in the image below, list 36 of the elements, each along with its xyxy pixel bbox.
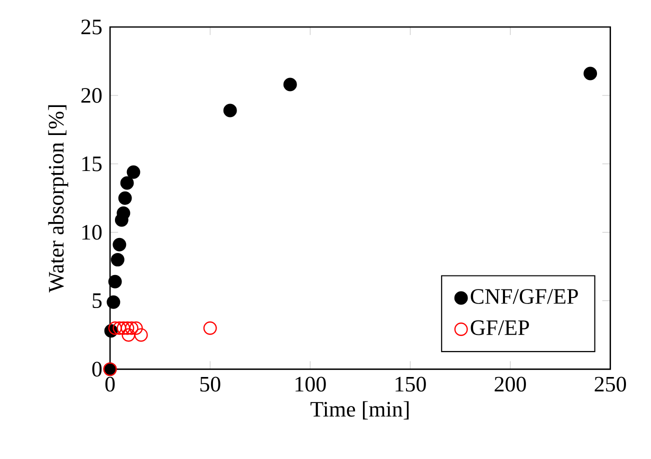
x-tick-label: 200 [494, 376, 526, 392]
y-tick-label: 0 [92, 362, 102, 377]
point [120, 321, 134, 335]
point [126, 165, 140, 179]
y-tick-label: 5 [92, 293, 102, 308]
y-tick-label: 10 [82, 224, 102, 240]
point [120, 176, 134, 190]
x-tick-label: 50 [200, 376, 220, 392]
y-axis-title: Water absorption [%] [48, 105, 68, 293]
point [283, 78, 297, 92]
y-tick-label: 15 [82, 156, 102, 172]
point [112, 238, 126, 252]
point [118, 191, 132, 205]
point [108, 321, 122, 335]
point [116, 206, 130, 220]
point [122, 328, 136, 342]
point [129, 321, 143, 335]
point [124, 321, 138, 335]
point [112, 321, 126, 335]
legend-label: GF/EP [470, 320, 529, 336]
point [116, 321, 130, 335]
x-tick-label: 0 [105, 376, 115, 392]
point [134, 328, 148, 342]
point [203, 321, 217, 335]
x-tick-label: 150 [396, 376, 426, 392]
point [584, 66, 598, 80]
x-axis-title: Time [min] [310, 401, 409, 420]
x-tick-label: 100 [296, 376, 326, 392]
legend-label: CNF/GF/EP [470, 289, 578, 304]
x-tick-label: 250 [594, 376, 626, 392]
point [106, 295, 120, 309]
point [110, 252, 124, 266]
point [223, 104, 237, 118]
y-tick-label: 25 [81, 20, 102, 34]
point [108, 274, 122, 288]
y-tick-label: 20 [81, 88, 102, 103]
